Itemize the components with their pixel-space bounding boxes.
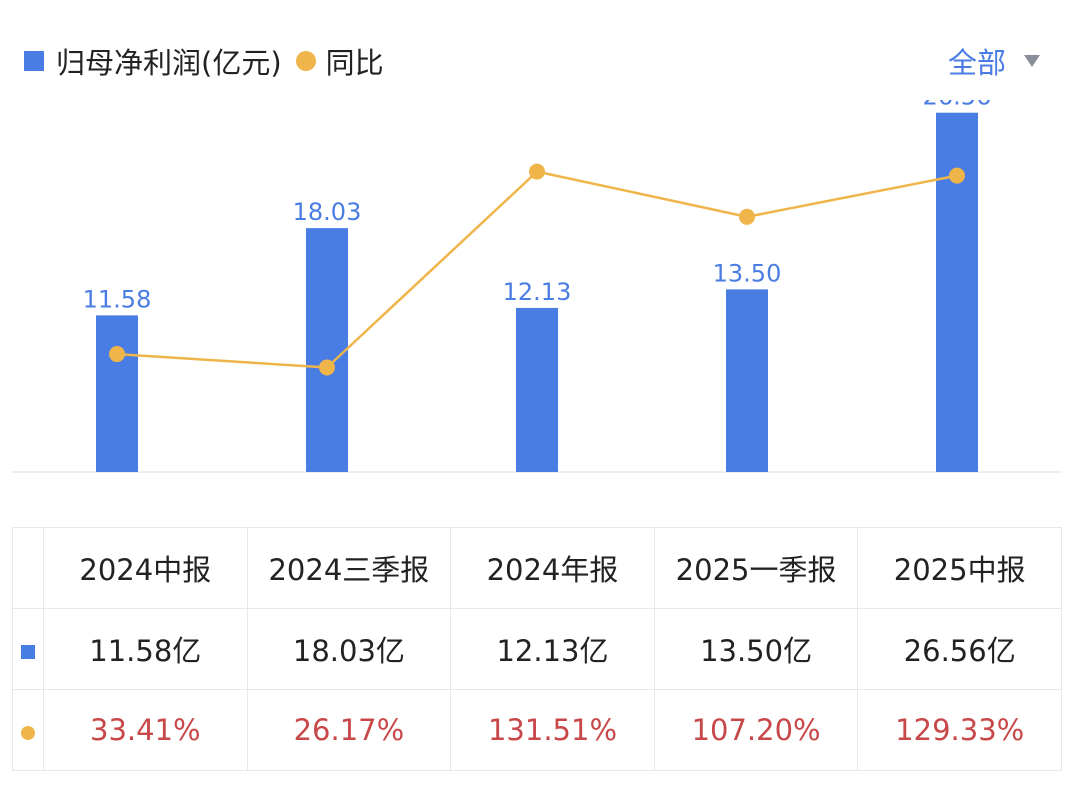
table-header-cell: 2024三季报 bbox=[246, 527, 452, 609]
profit-bar bbox=[96, 315, 138, 472]
bar-value-label: 18.03 bbox=[293, 198, 362, 226]
table-cell-value: 26.56亿 bbox=[857, 608, 1062, 690]
row-line-marker bbox=[12, 689, 44, 771]
table-cell-yoy: 26.17% bbox=[246, 689, 452, 771]
table-corner-cell bbox=[12, 527, 44, 609]
bar-value-label: 11.58 bbox=[83, 285, 152, 313]
table-cell-value: 12.13亿 bbox=[450, 608, 655, 690]
table-cell-value: 13.50亿 bbox=[653, 608, 859, 690]
table-header-cell: 2025中报 bbox=[857, 527, 1062, 609]
period-filter-label: 全部 bbox=[947, 46, 1006, 80]
table-row-yoy: 33.41% 26.17% 131.51% 107.20% 129.33% bbox=[12, 689, 1062, 771]
legend-bar-label: 归母净利润(亿元) bbox=[56, 46, 282, 80]
profit-bar bbox=[726, 289, 768, 472]
legend-bar-swatch bbox=[24, 51, 44, 71]
yoy-point bbox=[319, 359, 335, 376]
table-cell-yoy: 129.33% bbox=[857, 689, 1062, 771]
table-header-cell: 2024年报 bbox=[450, 527, 655, 609]
yoy-point bbox=[949, 167, 965, 184]
table-cell-yoy: 33.41% bbox=[43, 689, 248, 771]
yoy-point bbox=[739, 208, 755, 225]
table-header-cell: 2025一季报 bbox=[653, 527, 859, 609]
table-cell-value: 18.03亿 bbox=[246, 608, 452, 690]
yoy-point bbox=[529, 163, 545, 180]
bar-value-label: 26.56 bbox=[923, 100, 992, 111]
bar-square-icon bbox=[21, 645, 35, 659]
table-row-net-profit: 11.58亿 18.03亿 12.13亿 13.50亿 26.56亿 bbox=[12, 608, 1062, 690]
row-bar-marker bbox=[12, 608, 44, 690]
profit-bar bbox=[936, 112, 978, 472]
data-table: 2024中报 2024三季报 2024年报 2025一季报 2025中报 11.… bbox=[12, 527, 1062, 771]
period-filter-dropdown[interactable]: 全部 bbox=[948, 40, 1040, 82]
chart-legend: 归母净利润(亿元) 同比 bbox=[24, 40, 384, 82]
bar-value-label: 12.13 bbox=[503, 278, 572, 306]
table-header-cell: 2024中报 bbox=[43, 527, 248, 609]
profit-bar bbox=[516, 307, 558, 472]
legend-line-swatch bbox=[295, 51, 316, 71]
table-cell-value: 11.58亿 bbox=[43, 608, 248, 690]
table-header-row: 2024中报 2024三季报 2024年报 2025一季报 2025中报 bbox=[12, 527, 1062, 609]
profit-chart: 11.58 18.03 12.13 13.50 26.56 bbox=[12, 100, 1062, 473]
bar-value-label: 13.50 bbox=[713, 259, 782, 287]
table-cell-yoy: 131.51% bbox=[450, 689, 655, 771]
yoy-point bbox=[109, 346, 125, 363]
table-cell-yoy: 107.20% bbox=[653, 689, 859, 771]
dot-circle-icon bbox=[21, 726, 35, 740]
profit-bar bbox=[306, 228, 348, 472]
legend-line-label: 同比 bbox=[325, 46, 384, 80]
caret-down-icon bbox=[1024, 55, 1040, 67]
